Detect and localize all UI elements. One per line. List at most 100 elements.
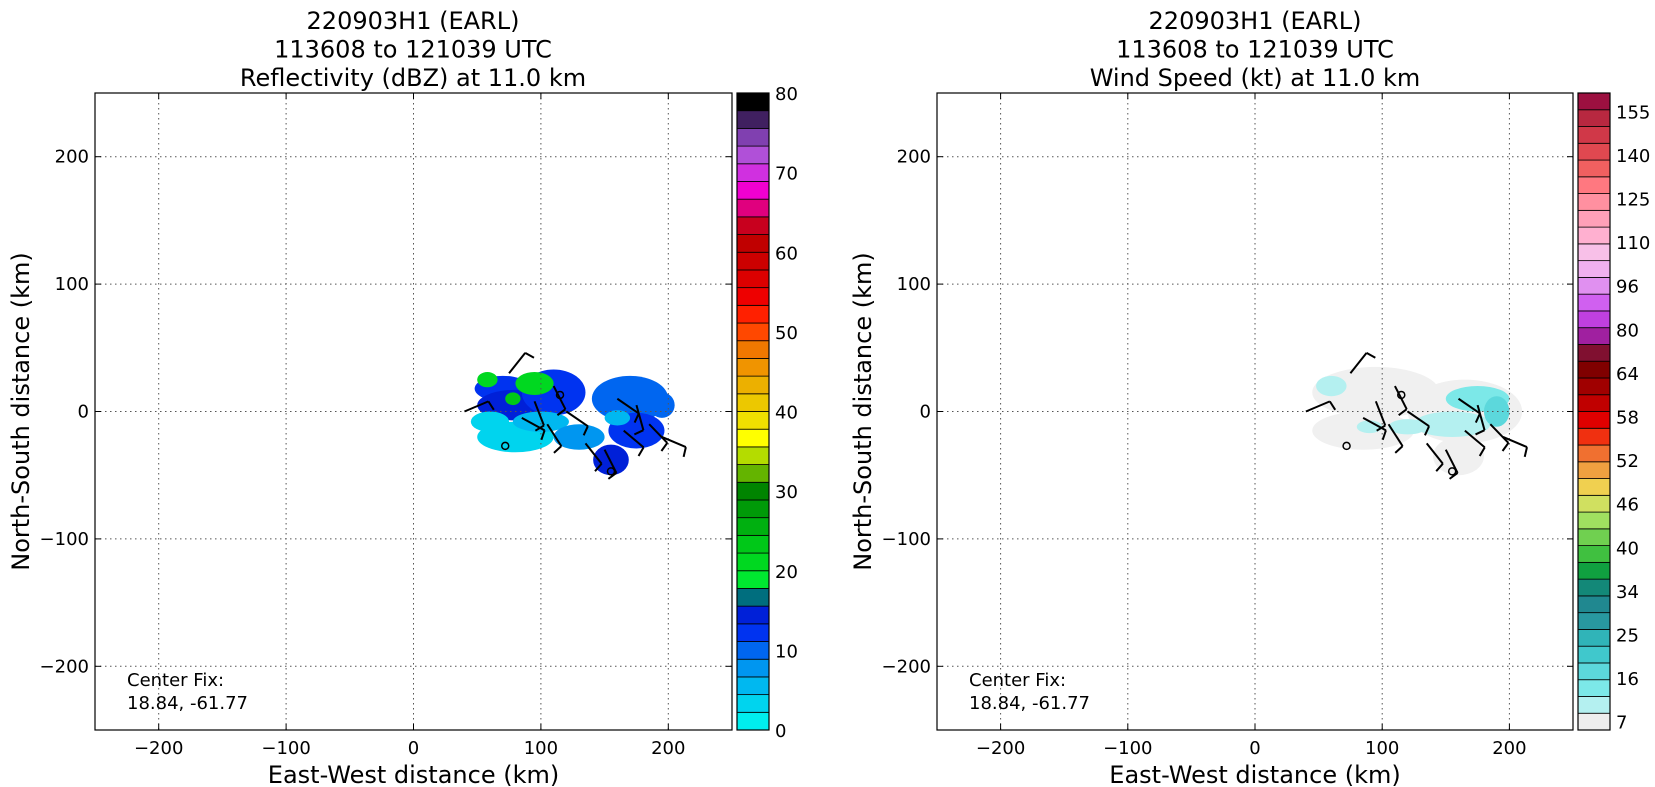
wind-barb [565,410,589,428]
chart-title-line: 220903H1 (EARL) [307,7,520,35]
colorbar-tick-label: 60 [775,243,798,264]
colorbar-segment [736,269,770,289]
colorbar-segment [736,588,770,607]
wind-barb-flag [1381,430,1387,441]
wind-barb-flag [1474,413,1481,423]
colorbar-segment [736,623,770,642]
echo-blob [1312,366,1440,418]
echo-blob [470,411,510,432]
colorbar-tick-label: 16 [1616,669,1639,690]
colorbar-segment [736,534,770,554]
wind-barb [1476,404,1486,431]
x-tick-label: −100 [261,738,310,759]
colorbar-segment [736,570,770,589]
colorbar-segment [1577,595,1611,614]
colorbar-frame [736,92,770,731]
echo-blob [505,392,521,406]
chart-title-line: Reflectivity (dBZ) at 11.0 km [240,64,586,92]
wind-barb-flag [594,463,603,472]
colorbar-segment [1577,511,1611,530]
colorbar-tick-label: 80 [775,84,798,105]
y-tick-label: 200 [55,147,89,168]
colorbar-tick-label: 52 [1616,451,1639,472]
colorbar: 7 16 25 34 40 46 52 58 64 80 96 110 125 140 155 [1577,92,1650,734]
wind-barb-flag [556,408,567,416]
colorbar-segment [1577,629,1611,647]
wind-barb-flag [637,446,645,457]
wind-barb [1407,410,1430,428]
x-tick-label: 100 [1365,738,1399,759]
colorbar-segment [736,658,770,678]
colorbar-tick-label: 96 [1616,277,1639,298]
colorbar-segment [1577,142,1611,161]
colorbar-tick-label: 40 [775,403,798,424]
colorbar-segment [1577,126,1611,144]
colorbar-tick-label: 110 [1616,233,1650,254]
x-tick-label: 200 [651,738,685,759]
colorbar-tick-label: 58 [1616,408,1639,429]
center-fix-annotation: Center Fix: [127,670,224,691]
wind-barb [1394,385,1408,410]
colorbar-tick-label: 80 [1616,320,1639,341]
colorbar-frame [1577,92,1611,731]
colorbar-segment [1577,260,1611,278]
wind-barb [616,397,640,415]
colorbar-segment [1577,411,1611,429]
wind-barb-flag [607,472,617,480]
grid [95,93,732,730]
colorbar-segment [736,145,770,165]
y-tick-label: −100 [40,529,89,550]
colorbar-segment [736,481,770,501]
echo-blob [593,444,629,476]
colorbar-segment [1577,193,1611,211]
colorbar-tick-label: 7 [1616,713,1627,734]
calm-wind-marker [1447,467,1457,476]
colorbar-segment [736,464,770,483]
wind-barb-flag [553,445,562,454]
colorbar-segment [736,393,770,412]
colorbar-tick-label: 64 [1616,364,1639,385]
chart-title-line: Wind Speed (kt) at 11.0 km [1090,64,1421,92]
wind-barb [1502,436,1528,449]
y-tick-label: −100 [882,529,931,550]
colorbar-tick-label: 30 [775,482,798,503]
echo-blob [1483,396,1510,427]
echo-blob [649,392,675,418]
center-fix-annotation: Center Fix: [969,670,1066,691]
wind-barb [635,404,645,431]
colorbar-tick-label: 70 [775,164,798,185]
colorbar-segment [736,340,770,359]
colorbar-segment [736,711,770,731]
echo-blob [1316,375,1347,397]
echo-field [470,369,675,476]
colorbar-tick-label: 155 [1616,102,1650,123]
colorbar-segment [736,358,770,377]
wind-barb [546,423,563,447]
colorbar-segment [1577,712,1611,731]
y-tick-label: 200 [897,147,931,168]
colorbar-segment [736,92,770,112]
wind-barb-flag [660,442,669,452]
x-tick-label: 0 [408,738,419,759]
calm-wind-marker [555,390,565,400]
y-tick-label: 0 [920,402,931,423]
wind-barb-flag [1366,352,1376,359]
colorbar-tick-label: 10 [775,641,798,662]
colorbar-segment [1577,528,1611,547]
colorbar-segment [1577,344,1611,362]
wind-barb-flag [1501,442,1510,452]
colorbar-segment [1577,109,1611,127]
wind-barb [1457,397,1481,415]
wind-barbs [1305,352,1528,480]
center-fix-annotation: 18.84, -61.77 [969,693,1090,714]
calm-wind-marker [606,467,616,476]
colorbar-segment [736,552,770,572]
wind-barb-flag [682,446,687,458]
wind-barb [584,442,603,465]
chart-title-line: 113608 to 121039 UTC [1116,36,1394,64]
colorbar-segment [736,216,770,235]
colorbar-segment [736,198,770,218]
colorbar-segment [736,163,770,182]
colorbar-segment [736,181,770,200]
